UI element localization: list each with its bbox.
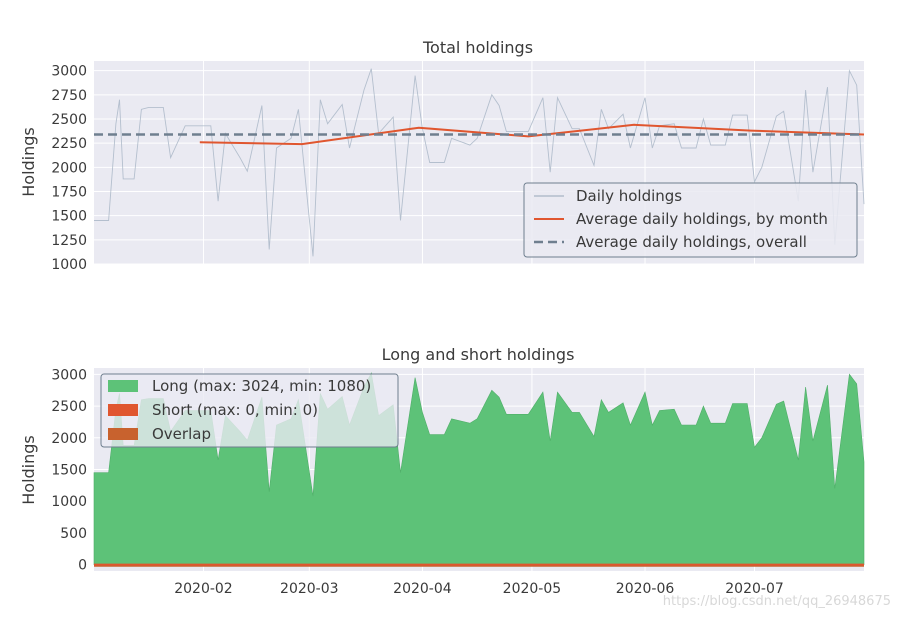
y-tick-label: 2500 <box>51 399 87 415</box>
y-tick-label: 1000 <box>51 257 87 273</box>
legend-label-daily-holdings: Daily holdings <box>576 187 682 205</box>
gridlines-total-holdings <box>94 61 864 265</box>
y-tick-label: 500 <box>60 526 87 542</box>
legend-long-short-holdings: Long (max: 3024, min: 1080) Short (max: … <box>100 373 399 448</box>
x-tick-label: 2020-03 <box>280 581 339 597</box>
y-tick-label: 2500 <box>51 112 87 128</box>
long-short-holdings-chart: Long and short holdings 0 500 1000 1500 2000… <box>19 345 865 597</box>
series-total-holdings <box>94 68 865 257</box>
y-tick-label: 1000 <box>51 494 87 510</box>
y-tick-label: 2000 <box>51 431 87 447</box>
y-tick-label: 2750 <box>51 88 87 104</box>
legend-label-monthly-average: Average daily holdings, by month <box>576 210 828 228</box>
x-tick-label: 2020-06 <box>616 581 675 597</box>
legend-box <box>100 373 399 448</box>
y-tick-label: 1250 <box>51 233 87 249</box>
x-tick-label: 2020-04 <box>393 581 452 597</box>
watermark-text: https://blog.csdn.net/qq_26948675 <box>663 594 891 609</box>
total-holdings-chart: Total holdings 1000 1250 1500 1750 2000 2250 2… <box>19 38 865 273</box>
legend-swatch-long <box>108 380 138 392</box>
y-tick-labels-total-holdings: 1000 1250 1500 1750 2000 2250 2500 2750 3000 <box>51 64 87 273</box>
y-tick-label: 0 <box>78 558 87 574</box>
legend-total-holdings: Daily holdings Average daily holdings, b… <box>523 182 858 258</box>
chart-title-long-short-holdings: Long and short holdings <box>382 345 575 364</box>
y-tick-label: 1750 <box>51 185 87 201</box>
legend-label-long: Long (max: 3024, min: 1080) <box>152 377 371 395</box>
y-tick-label: 1500 <box>51 209 87 225</box>
x-tick-labels-long-short-holdings: 2020-02 2020-03 2020-04 2020-05 2020-06 2020-… <box>174 581 784 597</box>
legend-label-overlap: Overlap <box>152 425 211 443</box>
legend-label-overall-average: Average daily holdings, overall <box>576 233 807 251</box>
chart-title-total-holdings: Total holdings <box>422 38 533 57</box>
y-axis-label-total-holdings: Holdings <box>19 127 38 197</box>
y-tick-labels-long-short-holdings: 0 500 1000 1500 2000 2500 3000 <box>51 367 87 573</box>
legend-label-short: Short (max: 0, min: 0) <box>152 401 318 419</box>
legend-swatch-short <box>108 404 138 416</box>
legend-box <box>523 182 858 258</box>
y-tick-label: 3000 <box>51 64 87 80</box>
y-axis-label-long-short-holdings: Holdings <box>19 435 38 505</box>
y-tick-label: 3000 <box>51 367 87 383</box>
y-tick-label: 2250 <box>51 136 87 152</box>
x-tick-label: 2020-02 <box>174 581 233 597</box>
x-tick-label: 2020-07 <box>725 581 784 597</box>
legend-swatch-overlap <box>108 428 138 440</box>
y-tick-label: 1500 <box>51 463 87 479</box>
y-tick-label: 2000 <box>51 160 87 176</box>
series-line-monthly-average <box>199 123 865 146</box>
series-line-daily-holdings <box>94 68 865 257</box>
x-tick-label: 2020-05 <box>503 581 562 597</box>
